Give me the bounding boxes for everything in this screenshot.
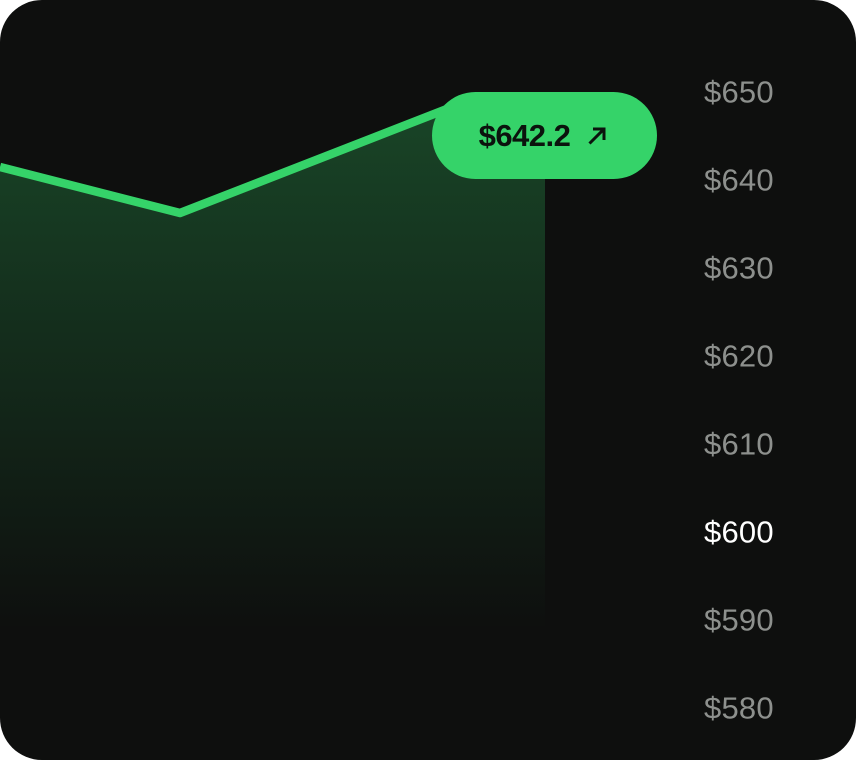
y-axis-tick: $590	[704, 602, 774, 638]
y-axis-tick: $610	[704, 426, 774, 462]
y-axis: $650 $640 $630 $620 $610 $600 $590 $580	[704, 0, 856, 760]
current-price-label: $642.2	[478, 118, 571, 153]
y-axis-tick: $600	[704, 514, 774, 550]
area-fill	[0, 98, 545, 760]
y-axis-tick: $630	[704, 250, 774, 286]
y-axis-tick: $620	[704, 338, 774, 374]
y-axis-tick: $580	[704, 690, 774, 726]
y-axis-tick: $640	[704, 162, 774, 198]
trend-up-arrow-icon	[588, 127, 606, 145]
current-price-badge: $642.2	[432, 92, 657, 179]
y-axis-tick: $650	[704, 74, 774, 110]
